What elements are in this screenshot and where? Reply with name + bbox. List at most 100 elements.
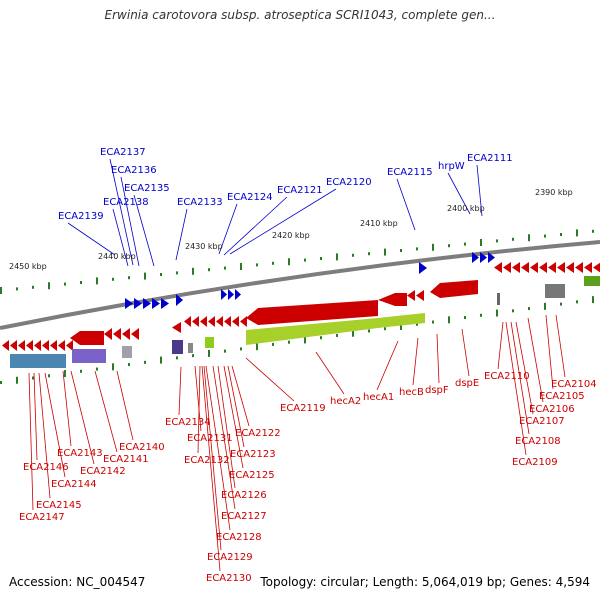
forward-gene	[419, 262, 427, 274]
scale-label: 2440 kbp	[98, 252, 136, 261]
gene-label-ECA2109: ECA2109	[512, 457, 558, 468]
gene-label-ECA2107: ECA2107	[519, 416, 565, 427]
gene-label-ECA2121: ECA2121	[277, 185, 323, 196]
reverse-gene	[512, 262, 520, 273]
reverse-gene	[208, 316, 215, 327]
scale-tick	[32, 285, 34, 289]
gene-label-dspE: dspE	[455, 378, 479, 389]
callout-line	[461, 328, 470, 377]
gene-label-ECA2137: ECA2137	[100, 147, 146, 158]
hecA2-gene	[246, 300, 378, 325]
reverse-gene	[566, 262, 574, 273]
scale-tick	[368, 329, 370, 333]
scale-tick	[464, 316, 466, 320]
hecB-gene	[430, 280, 478, 298]
scale-label: 2430 kbp	[185, 242, 223, 251]
hecA1-gene	[378, 293, 407, 306]
scale-tick	[336, 333, 338, 337]
scale-tick	[0, 287, 2, 294]
forward-gene-labels: ECA2137 ECA2136 ECA2135 ECA2138 ECA2139 ECA21…	[58, 147, 513, 222]
gene-label-ECA2128: ECA2128	[216, 532, 262, 543]
gene-label-ECA2115: ECA2115	[387, 167, 433, 178]
reverse-gene	[184, 316, 191, 327]
gene-label-ECA2110: ECA2110	[484, 371, 530, 382]
reverse-gene	[10, 340, 17, 351]
gene-label-dspF: dspF	[425, 385, 449, 396]
reverse-gene	[416, 290, 424, 301]
gene-label-hecA2: hecA2	[330, 396, 361, 407]
callout-line	[223, 365, 244, 469]
callout-line	[38, 372, 51, 499]
callout-line	[505, 321, 527, 456]
forward-gene	[488, 252, 495, 263]
reverse-gene	[407, 290, 415, 301]
gene-label-ECA2131: ECA2131	[187, 433, 233, 444]
scale-tick	[48, 282, 50, 290]
callout-line	[197, 365, 201, 454]
feature-block	[10, 354, 66, 368]
scale-tick	[480, 313, 482, 317]
callout-line	[109, 158, 134, 266]
feature-block	[172, 340, 183, 354]
callout-line	[229, 188, 337, 255]
gene-label-ECA2138: ECA2138	[103, 197, 149, 208]
callout-line	[94, 370, 118, 453]
scale-tick	[112, 363, 114, 371]
reverse-gene	[216, 316, 223, 327]
gene-label-hecB: hecB	[399, 387, 424, 398]
gene-label-ECA2120: ECA2120	[326, 177, 372, 188]
callout-line	[33, 372, 38, 461]
feature-block	[72, 349, 106, 363]
reverse-gene	[172, 322, 181, 333]
reverse-gene	[192, 316, 199, 327]
reverse-gene	[58, 340, 65, 351]
scale-tick	[448, 316, 450, 324]
forward-gene	[228, 289, 234, 300]
reverse-gene	[2, 340, 9, 351]
feature-block	[188, 343, 193, 353]
callout-line	[231, 365, 250, 427]
gene-label-ECA2122: ECA2122	[235, 428, 281, 439]
callout-line	[175, 208, 188, 261]
gene-label-ECA2127: ECA2127	[221, 511, 267, 522]
callout-line	[133, 194, 155, 267]
scale-tick	[336, 253, 338, 261]
callout-line	[376, 340, 399, 391]
scale-tick	[176, 271, 178, 275]
gene-label-ECA2140: ECA2140	[119, 442, 165, 453]
scale-tick	[528, 234, 530, 242]
gene-label-ECA2136: ECA2136	[111, 165, 157, 176]
scale-tick	[0, 381, 2, 384]
callout-line	[315, 351, 345, 395]
scale-tick	[64, 282, 66, 286]
callout-lines	[28, 158, 566, 572]
gene-label-ECA2106: ECA2106	[529, 404, 575, 415]
callout-line	[70, 370, 95, 465]
callout-line	[396, 178, 416, 231]
reverse-gene	[575, 262, 583, 273]
scale-label: 2420 kbp	[272, 231, 310, 240]
forward-gene	[143, 298, 151, 309]
scale-tick	[592, 229, 594, 233]
feature-block	[205, 337, 214, 348]
callout-line	[223, 196, 288, 256]
scale-tick	[416, 247, 418, 251]
gene-label-ECA2129: ECA2129	[207, 552, 253, 563]
scale-tick	[368, 252, 370, 256]
callout-line	[510, 321, 530, 435]
reverse-gene	[539, 262, 547, 273]
scale-tick	[208, 349, 210, 357]
gene-label-ECA2147: ECA2147	[19, 512, 65, 523]
scale-tick	[560, 233, 562, 236]
reverse-gene	[584, 262, 592, 273]
callout-line	[476, 164, 483, 217]
callout-line	[201, 365, 221, 572]
scale-tick	[352, 253, 354, 257]
genome-summary: Topology: circular; Length: 5,064,019 bp…	[260, 575, 590, 589]
scale-tick	[320, 257, 322, 260]
scale-tick	[96, 367, 98, 371]
scale-tick	[512, 237, 514, 241]
scale-tick	[496, 239, 498, 243]
gene-label-hrpW: hrpW	[438, 161, 465, 172]
gene-label-ECA2133: ECA2133	[177, 197, 223, 208]
